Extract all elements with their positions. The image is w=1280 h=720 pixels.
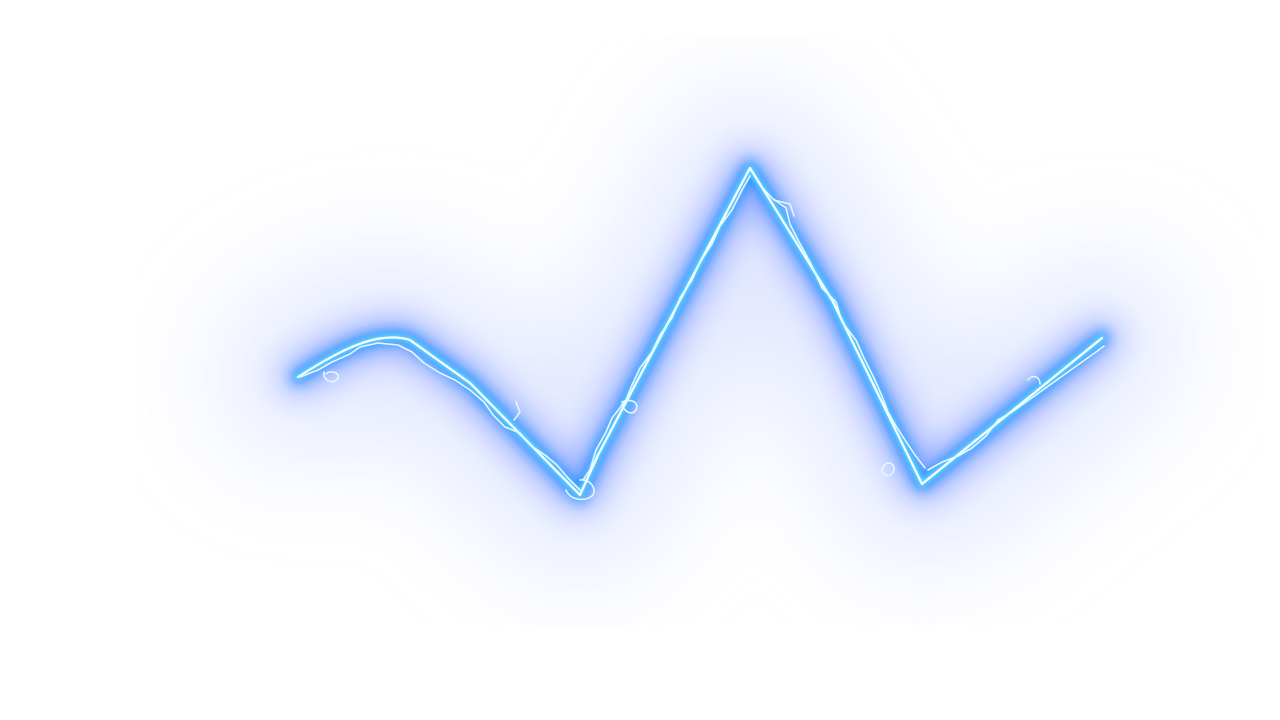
filament <box>751 171 926 469</box>
filament-spark <box>565 479 595 501</box>
filament-spark <box>773 199 795 217</box>
filament-spark <box>323 371 340 383</box>
filament <box>299 342 581 491</box>
filament-spark <box>621 399 638 414</box>
filament-spark <box>881 462 895 477</box>
filament-spark <box>513 401 521 421</box>
electric-filaments <box>299 171 1105 501</box>
filament <box>582 175 751 481</box>
filament-spark <box>1027 375 1041 385</box>
filament <box>927 345 1105 471</box>
